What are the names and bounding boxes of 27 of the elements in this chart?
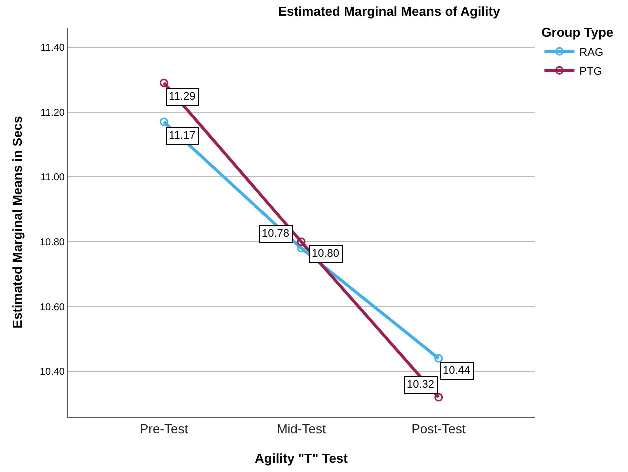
data-label: 10.80 [312, 248, 340, 260]
point [297, 244, 306, 253]
x-tick-label: Mid-Test [276, 422, 326, 437]
y-tick-label: 11.00 [40, 172, 66, 184]
y-tick-label: 11.40 [40, 42, 66, 54]
x-axis-title: Agility "T" Test [255, 451, 349, 466]
x-tick-label: Post-Test [412, 422, 466, 437]
data-label: 10.32 [407, 379, 435, 391]
chart-title: Estimated Marginal Means of Agility [278, 4, 502, 20]
y-tick-label: 10.40 [40, 367, 66, 378]
data-label: 10.78 [262, 228, 290, 240]
point [160, 78, 168, 88]
point [434, 354, 444, 363]
point [297, 238, 306, 246]
point [160, 118, 168, 126]
y-tick-label: 10.80 [40, 237, 66, 248]
legend-title: Group Type [542, 25, 614, 40]
y-tick-label: 11.20 [40, 108, 66, 119]
data-label: 10.44 [443, 365, 471, 377]
data-label: 11.29 [169, 91, 196, 103]
y-tick-label: 10.60 [40, 302, 66, 314]
x-tick-label: Pre-Test [140, 422, 189, 437]
point [434, 393, 444, 402]
legend-label: PTG [580, 66, 602, 78]
data-label: 11.17 [169, 130, 196, 142]
y-axis-title: Estimated Marginal Means in Secs [10, 116, 25, 329]
legend-label: RAG [580, 46, 604, 59]
